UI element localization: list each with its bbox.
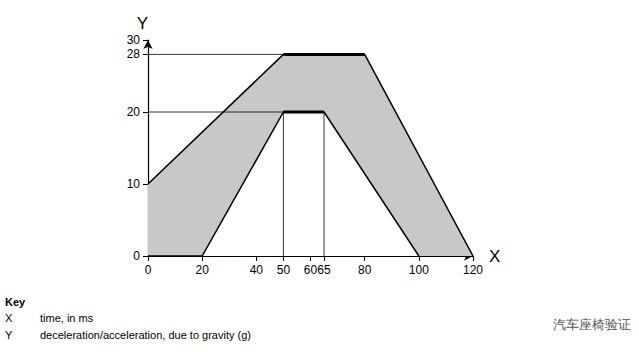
svg-text:10: 10 [127, 177, 141, 191]
svg-text:80: 80 [358, 263, 372, 277]
svg-text:X: X [5, 312, 13, 324]
svg-text:20: 20 [127, 105, 141, 119]
svg-text:0: 0 [133, 249, 140, 263]
svg-text:50: 50 [277, 263, 291, 277]
svg-text:60: 60 [304, 263, 318, 277]
svg-text:Y: Y [5, 329, 13, 341]
svg-text:30: 30 [127, 33, 141, 47]
svg-text:X: X [489, 247, 500, 266]
svg-text:time, in ms: time, in ms [40, 312, 94, 324]
svg-text:Y: Y [137, 14, 148, 33]
svg-text:20: 20 [195, 263, 209, 277]
svg-text:40: 40 [250, 263, 264, 277]
svg-text:28: 28 [127, 47, 141, 61]
svg-text:0: 0 [145, 263, 152, 277]
svg-text:Key: Key [5, 296, 26, 308]
svg-text:汽车座椅验证: 汽车座椅验证 [553, 317, 631, 332]
svg-text:100: 100 [409, 263, 429, 277]
svg-text:deceleration/acceleration, due: deceleration/acceleration, due to gravit… [40, 329, 251, 341]
svg-text:120: 120 [463, 263, 483, 277]
svg-text:65: 65 [317, 263, 331, 277]
